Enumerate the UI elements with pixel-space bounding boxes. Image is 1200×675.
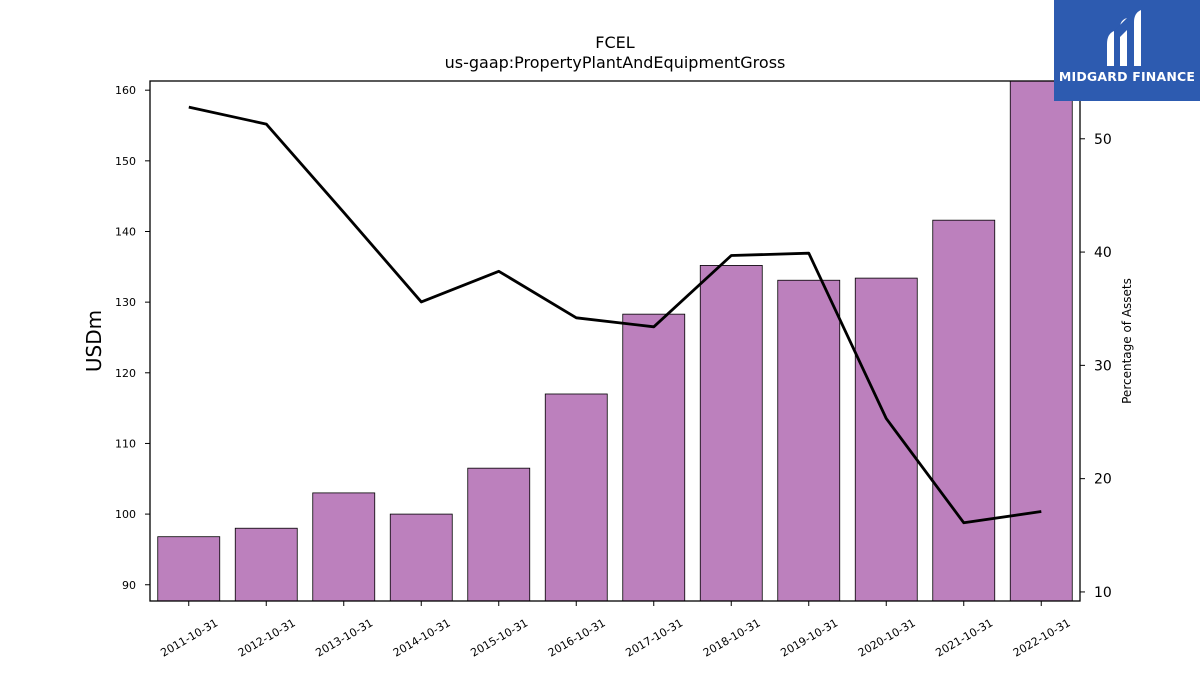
y2-tick-label: 40 bbox=[1094, 245, 1112, 261]
x-tick-label: 2020-10-31 bbox=[856, 616, 918, 659]
x-tick-label: 2011-10-31 bbox=[158, 616, 220, 659]
y-tick-label: 160 bbox=[115, 84, 136, 97]
plot-frame bbox=[149, 80, 1081, 602]
y2-axis-label: Percentage of Assets bbox=[1120, 278, 1134, 404]
x-tick-label: 2013-10-31 bbox=[313, 616, 375, 659]
bar bbox=[699, 265, 763, 602]
y2-tick-label: 30 bbox=[1094, 358, 1112, 374]
bar bbox=[234, 527, 298, 602]
bar bbox=[1009, 80, 1073, 602]
y2-tick-label: 20 bbox=[1094, 472, 1112, 488]
y-tick-label: 140 bbox=[115, 225, 136, 238]
logo-text: MIDGARD FINANCE bbox=[1058, 69, 1196, 84]
y-tick-label: 110 bbox=[115, 437, 136, 450]
midgard-finance-logo: MIDGARD FINANCE bbox=[1054, 0, 1200, 101]
y-tick-label: 90 bbox=[122, 579, 136, 592]
x-tick-label: 2015-10-31 bbox=[468, 616, 530, 659]
bar bbox=[622, 313, 686, 602]
x-tick-label: 2018-10-31 bbox=[701, 616, 763, 659]
y-tick-label: 120 bbox=[115, 367, 136, 380]
bar bbox=[467, 467, 531, 602]
bar bbox=[932, 219, 996, 602]
y-axis-label: USDm bbox=[82, 310, 106, 372]
y2-tick-label: 10 bbox=[1094, 585, 1112, 601]
x-tick-label: 2016-10-31 bbox=[546, 616, 608, 659]
bar-series bbox=[157, 80, 1073, 602]
x-tick-label: 2021-10-31 bbox=[933, 616, 995, 659]
y-tick-label: 150 bbox=[115, 155, 136, 168]
y-tick-label: 130 bbox=[115, 296, 136, 309]
bar bbox=[389, 513, 453, 602]
logo-mark-icon bbox=[1107, 10, 1141, 66]
x-tick-label: 2022-10-31 bbox=[1011, 616, 1073, 659]
bar bbox=[312, 492, 376, 602]
chart-title: FCEL bbox=[595, 33, 634, 52]
x-tick-label: 2012-10-31 bbox=[236, 616, 298, 659]
x-tick-label: 2014-10-31 bbox=[391, 616, 453, 659]
series-line bbox=[188, 105, 1042, 525]
y-tick-label: 100 bbox=[115, 508, 136, 521]
y2-tick-label: 50 bbox=[1094, 132, 1112, 148]
x-tick-label: 2019-10-31 bbox=[778, 616, 840, 659]
bar bbox=[854, 277, 918, 602]
x-tick-label: 2017-10-31 bbox=[623, 616, 685, 659]
line-series bbox=[188, 105, 1042, 525]
bar bbox=[544, 393, 608, 602]
chart-subtitle: us-gaap:PropertyPlantAndEquipmentGross bbox=[445, 53, 786, 72]
bar bbox=[777, 279, 841, 602]
bar bbox=[157, 536, 221, 602]
